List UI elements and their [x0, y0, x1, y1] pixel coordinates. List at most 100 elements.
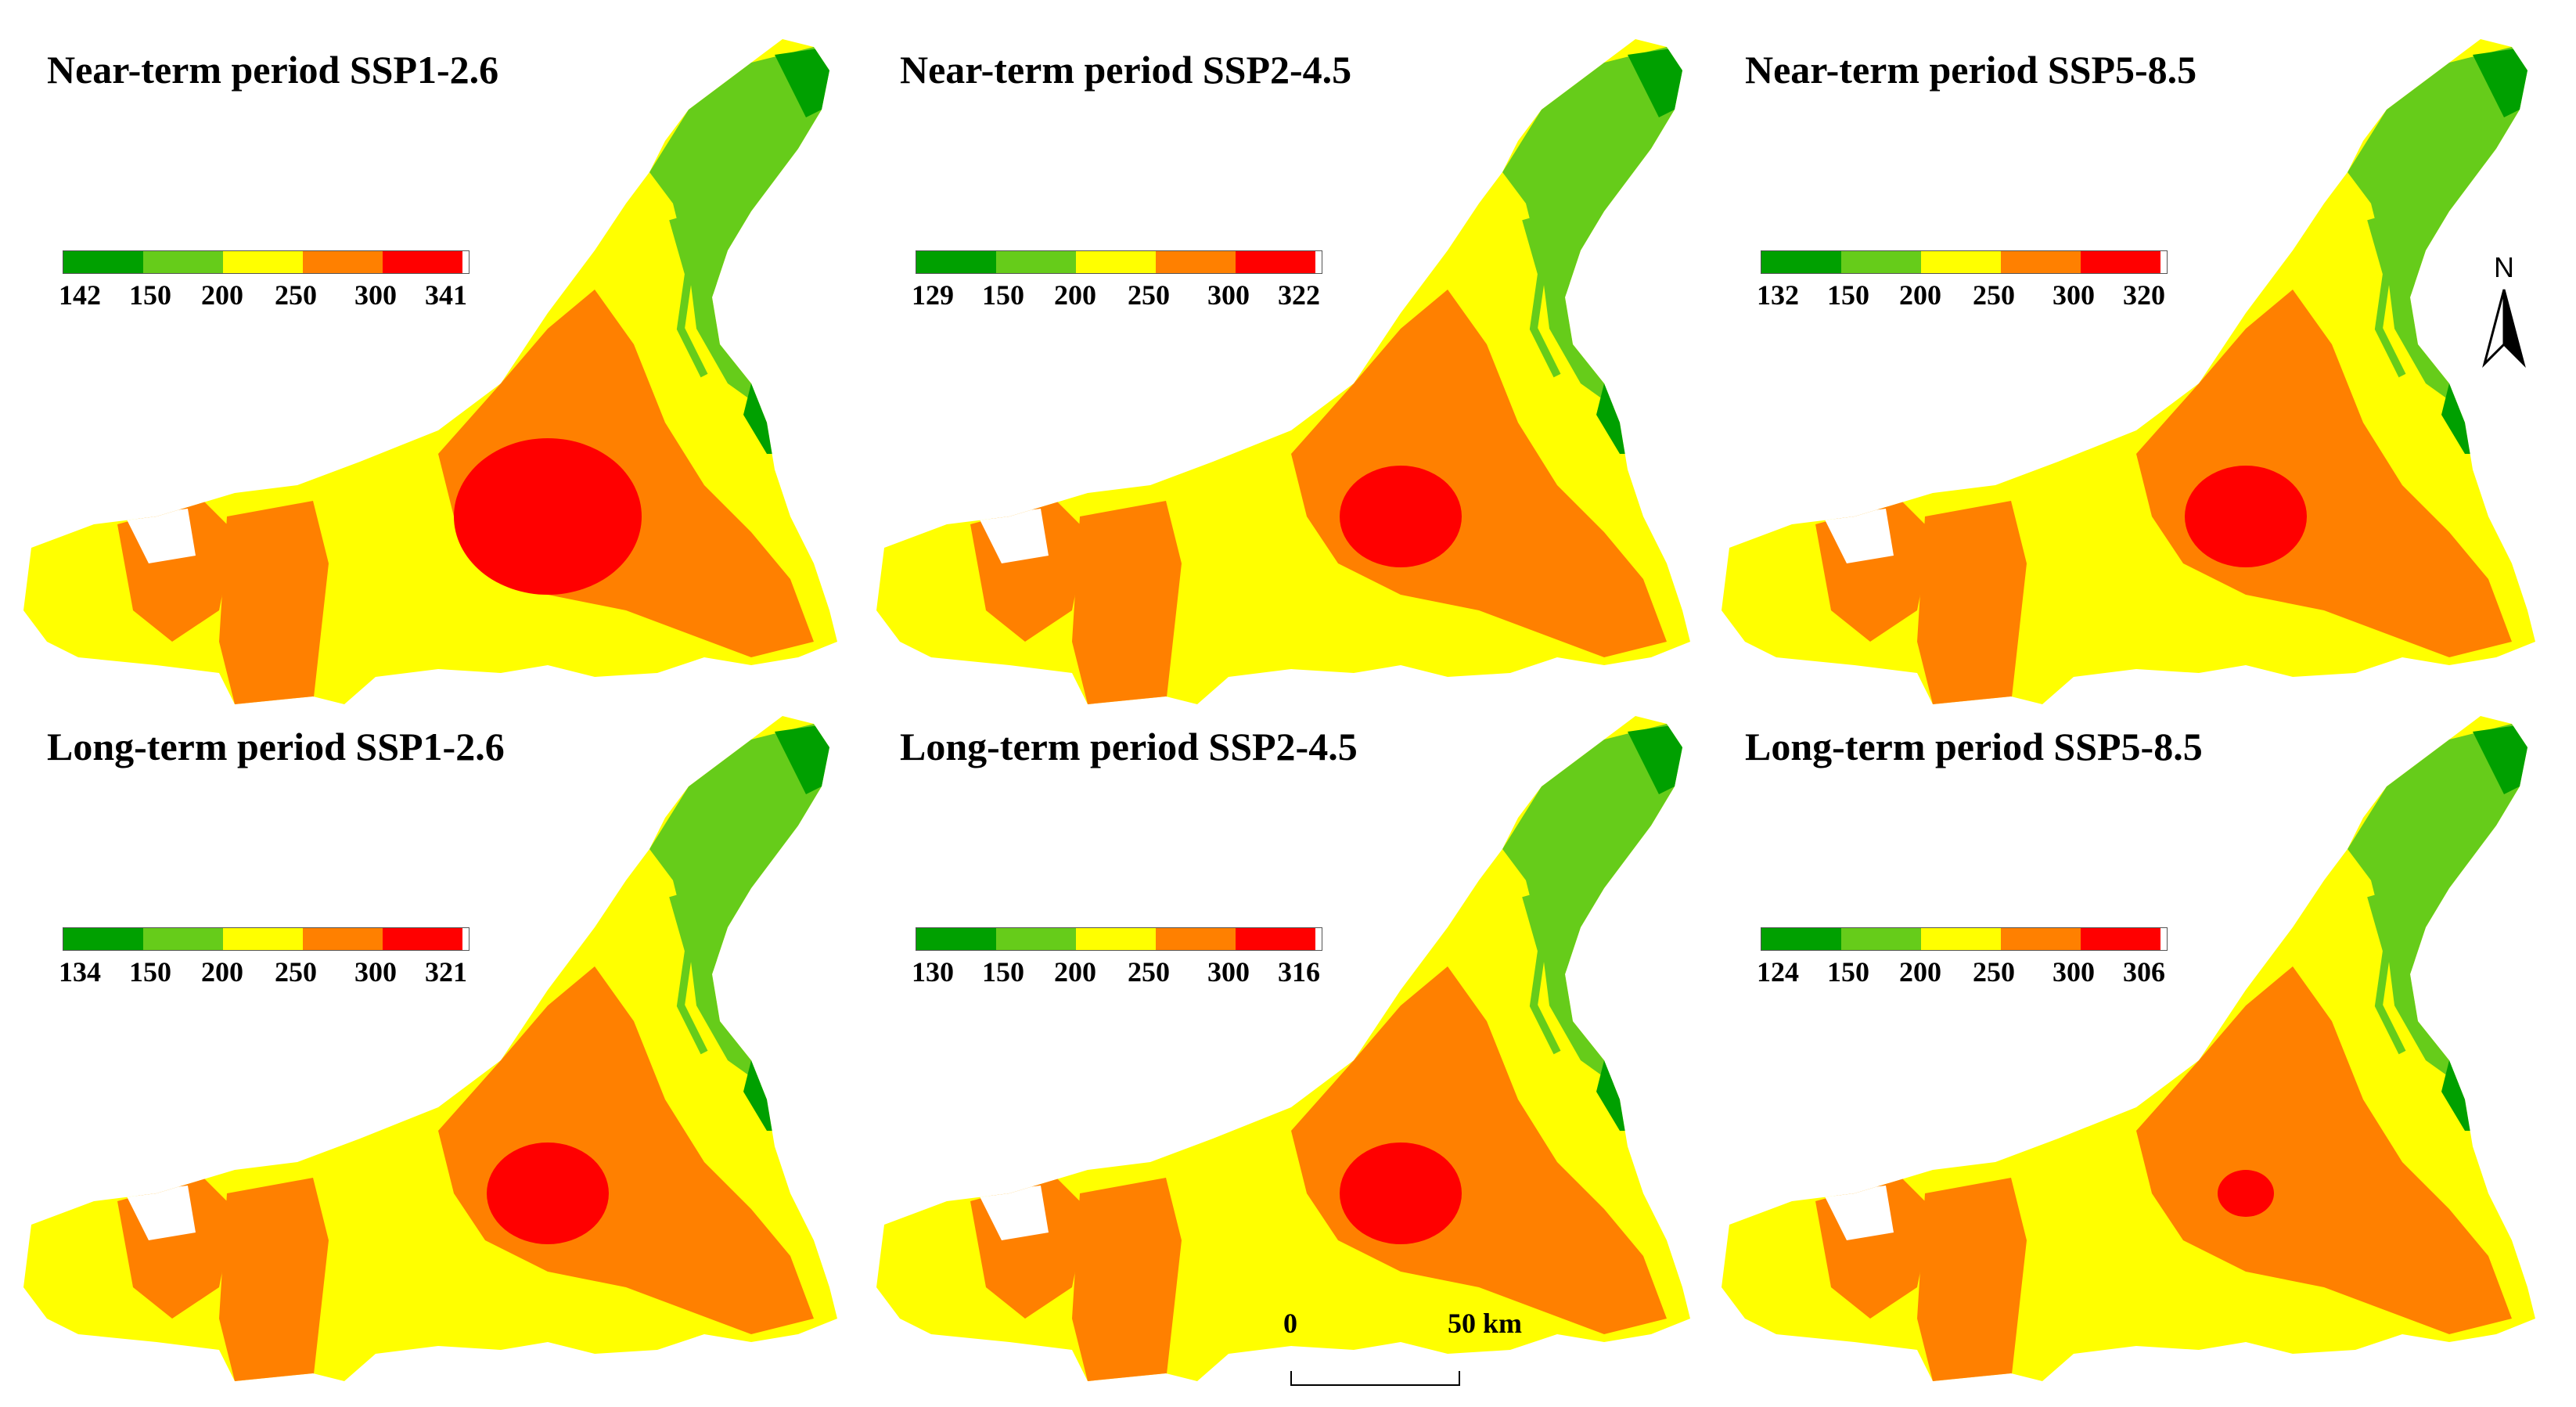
legend-swatch	[996, 251, 1076, 273]
legend-tick-label: 250	[1128, 279, 1170, 311]
panel-title: Long-term period SSP2-4.5	[900, 725, 1358, 768]
legend-tick-label: 134	[59, 956, 101, 988]
legend-tick-label: 306	[2123, 956, 2165, 988]
region-map	[1722, 716, 2535, 1381]
legend-tick-label: 200	[201, 279, 243, 311]
region-map	[23, 39, 837, 704]
region-map	[23, 716, 837, 1381]
legend-swatch	[1236, 928, 1315, 950]
legend-swatch	[383, 251, 462, 273]
legend-swatch	[1761, 251, 1841, 273]
legend-swatch	[63, 928, 143, 950]
legend-tick-label: 129	[912, 279, 954, 311]
legend-tick-label: 130	[912, 956, 954, 988]
color-legend: 134 150 200 250 300 321	[59, 927, 470, 990]
north-arrow: N	[2477, 250, 2531, 376]
map-panel: Near-term period SSP2-4.5 129 150 200 250 300…	[853, 16, 1706, 704]
legend-swatch	[1841, 928, 1921, 950]
panel-title: Near-term period SSP2-4.5	[900, 48, 1352, 92]
legend-swatch	[383, 928, 462, 950]
legend-tick-label: 250	[275, 279, 317, 311]
legend-tick-label: 142	[59, 279, 101, 311]
region-map	[876, 39, 1690, 704]
legend-color-bar	[63, 250, 470, 274]
legend-swatch	[143, 928, 223, 950]
map-panel: Near-term period SSP1-2.6 142 150 200 250 300…	[0, 16, 853, 704]
legend-tick-label: 150	[982, 956, 1024, 988]
legend-tick-label: 200	[1899, 279, 1941, 311]
legend-tick-label: 300	[354, 956, 397, 988]
scale-start-label: 0	[1283, 1308, 1297, 1339]
legend-swatch	[63, 251, 143, 273]
map-panel: Long-term period SSP1-2.6 134 150 200 250 300…	[0, 693, 853, 1381]
legend-tick-label: 300	[1207, 279, 1250, 311]
panel-title: Near-term period SSP1-2.6	[47, 48, 499, 92]
legend-swatch	[223, 928, 303, 950]
legend-tick-label: 150	[1827, 279, 1869, 311]
color-legend: 130 150 200 250 300 316	[912, 927, 1322, 990]
panel-title: Long-term period SSP1-2.6	[47, 725, 505, 768]
legend-swatch	[303, 928, 383, 950]
legend-tick-label: 320	[2123, 279, 2165, 311]
legend-swatch	[916, 928, 996, 950]
legend-tick-label: 300	[1207, 956, 1250, 988]
map-panel: Long-term period SSP2-4.5 130 150 200 250 300…	[853, 693, 1706, 1381]
legend-swatch	[996, 928, 1076, 950]
color-legend: 129 150 200 250 300 322	[912, 250, 1322, 313]
legend-tick-label: 300	[2053, 956, 2095, 988]
legend-swatch	[2081, 928, 2160, 950]
legend-tick-label: 124	[1757, 956, 1799, 988]
legend-color-bar	[63, 927, 470, 951]
legend-tick-label: 200	[201, 956, 243, 988]
legend-color-bar	[916, 927, 1322, 951]
panel-title: Near-term period SSP5-8.5	[1745, 48, 2197, 92]
legend-tick-label: 250	[1128, 956, 1170, 988]
legend-swatch	[2001, 251, 2081, 273]
color-legend: 132 150 200 250 300 320	[1757, 250, 2168, 313]
legend-tick-label: 200	[1054, 279, 1096, 311]
legend-tick-label: 250	[1973, 279, 2015, 311]
scale-bar: 0 50 km	[1268, 1307, 1549, 1393]
legend-tick-label: 322	[1278, 279, 1320, 311]
legend-tick-label: 200	[1899, 956, 1941, 988]
legend-tick-label: 132	[1757, 279, 1799, 311]
legend-color-bar	[916, 250, 1322, 274]
legend-swatch	[1156, 928, 1236, 950]
legend-swatch	[143, 251, 223, 273]
north-arrow-label: N	[2494, 251, 2514, 283]
legend-tick-label: 150	[129, 956, 171, 988]
legend-tick-label: 321	[425, 956, 467, 988]
legend-tick-label: 200	[1054, 956, 1096, 988]
legend-swatch	[1921, 928, 2001, 950]
legend-swatch	[1236, 251, 1315, 273]
legend-tick-label: 150	[129, 279, 171, 311]
legend-swatch	[1076, 928, 1156, 950]
scale-line	[1290, 1371, 1460, 1386]
legend-tick-label: 316	[1278, 956, 1320, 988]
panel-title: Long-term period SSP5-8.5	[1745, 725, 2203, 768]
legend-tick-label: 300	[354, 279, 397, 311]
map-panel: Long-term period SSP5-8.5 124 150 200 250 300…	[1698, 693, 2551, 1381]
legend-swatch	[223, 251, 303, 273]
legend-tick-label: 150	[982, 279, 1024, 311]
legend-swatch	[2081, 251, 2160, 273]
legend-swatch	[1076, 251, 1156, 273]
color-legend: 124 150 200 250 300 306	[1757, 927, 2168, 990]
legend-swatch	[1761, 928, 1841, 950]
legend-tick-label: 300	[2053, 279, 2095, 311]
map-panel: Near-term period SSP5-8.5 132 150 200 250 300…	[1698, 16, 2551, 704]
region-map	[1722, 39, 2535, 704]
legend-swatch	[1156, 251, 1236, 273]
legend-color-bar	[1761, 250, 2168, 274]
legend-swatch	[1921, 251, 2001, 273]
scale-end-label: 50 km	[1448, 1308, 1523, 1339]
legend-tick-label: 250	[275, 956, 317, 988]
legend-swatch	[916, 251, 996, 273]
legend-swatch	[1841, 251, 1921, 273]
legend-color-bar	[1761, 927, 2168, 951]
legend-tick-label: 341	[425, 279, 467, 311]
color-legend: 142 150 200 250 300 341	[59, 250, 470, 313]
legend-tick-label: 150	[1827, 956, 1869, 988]
legend-swatch	[2001, 928, 2081, 950]
legend-tick-label: 250	[1973, 956, 2015, 988]
